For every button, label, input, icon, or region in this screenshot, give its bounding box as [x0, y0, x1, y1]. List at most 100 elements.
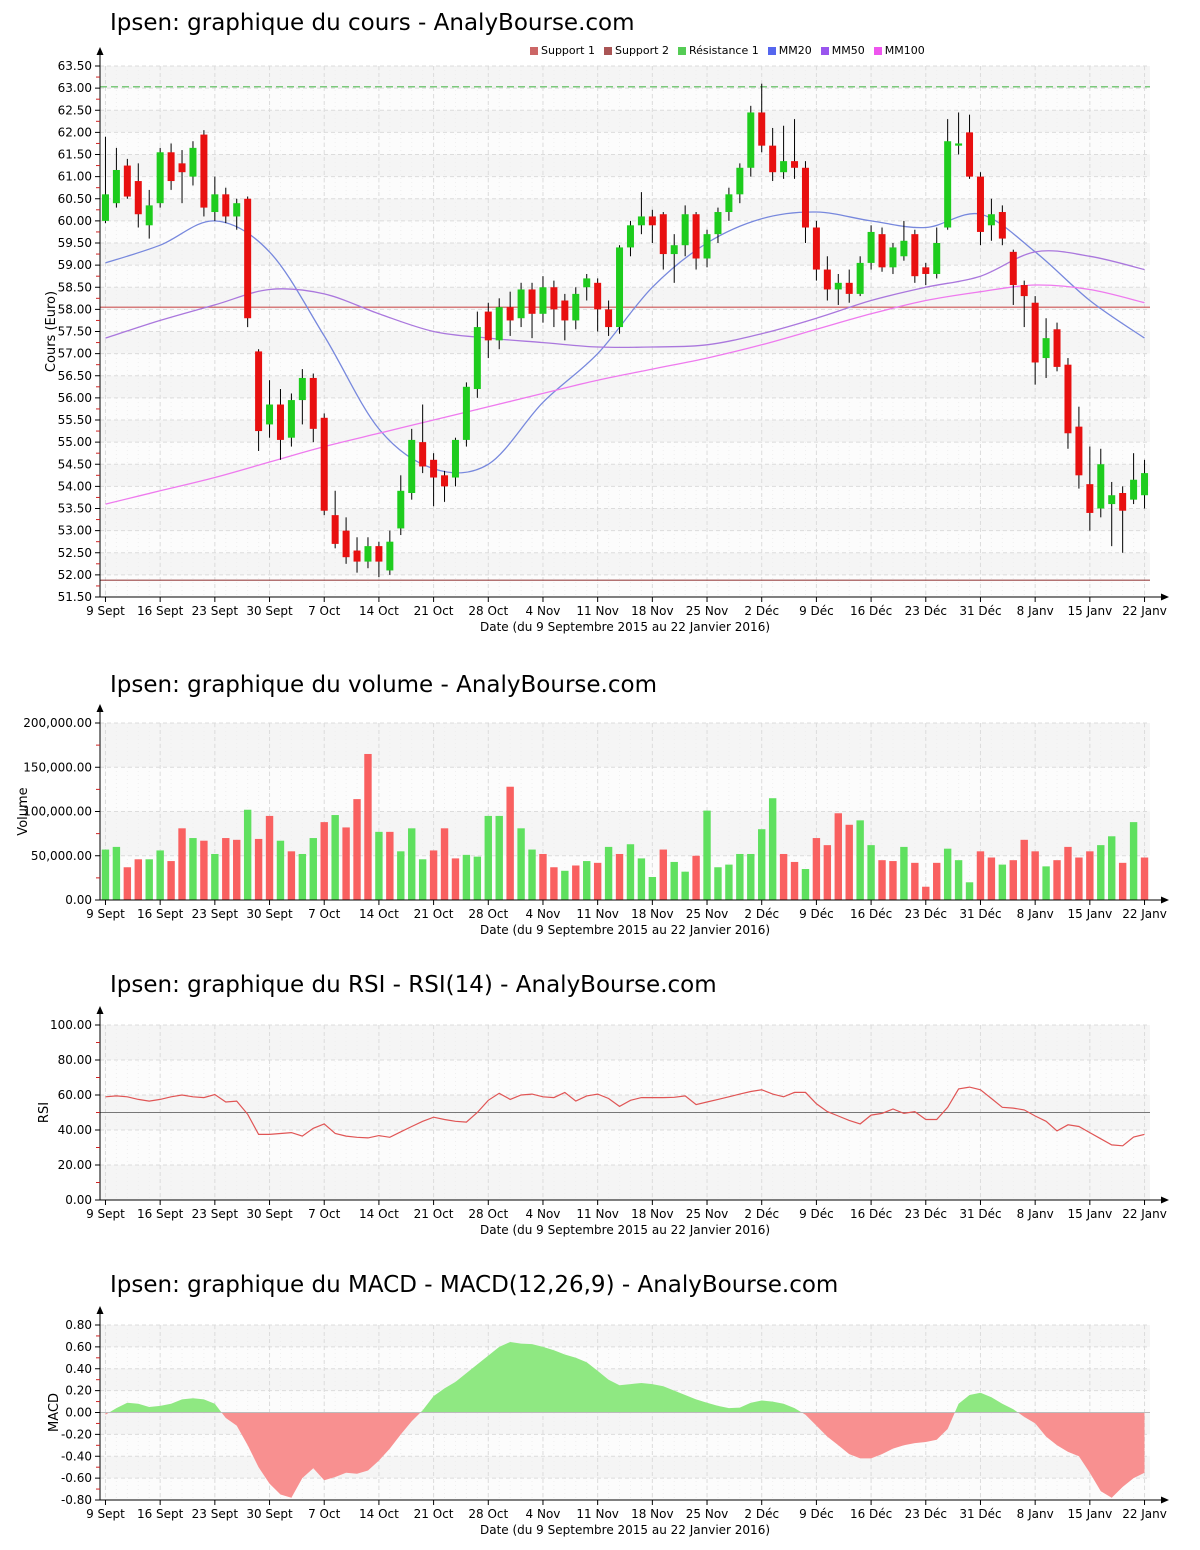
y-tick-label: 62.50 — [58, 103, 92, 117]
macd-positive-area — [105, 1342, 1145, 1413]
legend-label: Résistance 1 — [688, 44, 759, 57]
x-tick-label: 31 Déc — [959, 1507, 1001, 1521]
candle-body — [244, 198, 252, 319]
x-tick-label: 9 Déc — [799, 1507, 834, 1521]
volume-bar — [1097, 845, 1105, 900]
volume-bar — [933, 862, 941, 900]
candle-body — [725, 194, 733, 213]
volume-bar — [911, 862, 919, 900]
candle-body — [419, 442, 427, 467]
x-tick-label: 16 Sept — [137, 604, 184, 618]
candle-body — [605, 309, 613, 328]
legend-swatch-icon — [873, 46, 882, 55]
candle-body — [222, 194, 230, 217]
x-tick-label: 23 Déc — [905, 604, 947, 618]
candle-body — [812, 227, 820, 270]
volume-bar — [1140, 857, 1149, 900]
candle-body — [101, 194, 109, 221]
candle-body — [1020, 285, 1028, 297]
legend-label: Support 1 — [541, 44, 595, 57]
volume-bar — [954, 860, 963, 900]
candle-body — [714, 212, 722, 235]
volume-bar — [561, 870, 569, 900]
volume-bar — [484, 815, 492, 900]
x-axis-arrow-icon — [1161, 593, 1169, 601]
plot-band — [100, 1025, 1150, 1060]
candle-body — [944, 141, 952, 228]
candle-body — [167, 152, 175, 182]
y-tick-label: 55.50 — [58, 413, 92, 427]
y-tick-label: -0.40 — [61, 1449, 92, 1463]
x-tick-label: 21 Oct — [414, 907, 454, 921]
moving-average-mm100 — [105, 284, 1145, 505]
moving-average-mm50 — [105, 250, 1145, 349]
volume-bar — [517, 828, 525, 900]
volume-bar — [812, 838, 821, 900]
volume-bar — [801, 869, 810, 900]
plot-band — [100, 1060, 1150, 1095]
candle-body — [856, 262, 864, 294]
x-tick-label: 31 Déc — [959, 907, 1001, 921]
volume-bar — [747, 853, 755, 900]
legend-label: Support 2 — [614, 44, 669, 57]
volume-bar — [178, 828, 186, 900]
volume-bar — [1086, 851, 1094, 900]
plot-band — [100, 464, 1150, 487]
x-tick-label: 2 Déc — [744, 604, 779, 618]
volume-bar — [583, 861, 591, 900]
volume-bar — [1108, 836, 1116, 900]
volume-bar — [987, 857, 996, 900]
y-tick-label: 20.00 — [58, 1158, 92, 1172]
x-tick-label: 2 Déc — [744, 907, 779, 921]
macd-chart-title: Ipsen: graphique du MACD - MACD(12,26,9)… — [110, 1272, 839, 1298]
volume-bar — [298, 853, 307, 900]
x-tick-label: 16 Sept — [137, 907, 184, 921]
candle-body — [900, 240, 908, 257]
x-tick-label: 25 Nov — [686, 604, 729, 618]
volume-bar — [528, 849, 536, 900]
x-tick-label: 30 Sept — [246, 1207, 293, 1221]
candle-body — [441, 475, 449, 487]
x-tick-label: 11 Nov — [576, 1507, 619, 1521]
y-axis-arrow-icon — [96, 704, 104, 712]
y-tick-label: 51.50 — [58, 590, 92, 604]
rsi-chart-title: Ipsen: graphique du RSI - RSI(14) - Anal… — [110, 972, 717, 998]
candle-body — [659, 214, 667, 255]
x-tick-label: 9 Sept — [86, 1207, 125, 1221]
x-tick-label: 30 Sept — [246, 604, 293, 618]
candle-body — [703, 234, 711, 259]
candle-body — [911, 234, 919, 277]
x-tick-label: 18 Nov — [631, 1507, 674, 1521]
x-tick-label: 2 Déc — [744, 1207, 779, 1221]
x-tick-label: 16 Sept — [137, 1207, 184, 1221]
y-tick-label: 53.50 — [58, 502, 92, 516]
candle-body — [309, 377, 317, 429]
candle-body — [255, 351, 263, 432]
x-tick-label: 22 Janv — [1122, 1207, 1167, 1221]
y-tick-label: 52.00 — [58, 568, 92, 582]
volume-bar — [342, 827, 350, 900]
candle-body — [834, 282, 842, 290]
legend-item-support-1: Support 1 — [530, 44, 595, 57]
y-tick-label: 53.00 — [58, 524, 92, 538]
plot-band — [100, 1346, 1150, 1369]
candle-body — [1064, 364, 1072, 434]
volume-bar — [364, 753, 372, 900]
x-tick-label: 9 Sept — [86, 1507, 125, 1521]
volume-bar — [539, 853, 547, 900]
volume-bar — [112, 846, 121, 900]
candle-body — [1086, 484, 1094, 513]
y-tick-label: 150,000.00 — [23, 760, 92, 774]
plot-band — [100, 176, 1150, 199]
x-tick-label: 15 Janv — [1068, 907, 1113, 921]
volume-bar — [1129, 822, 1138, 900]
candle-body — [594, 282, 602, 310]
candle-body — [320, 417, 328, 511]
candle-body — [1097, 464, 1105, 509]
candle-body — [670, 245, 678, 255]
legend-swatch-icon — [530, 46, 538, 55]
plot-band — [100, 855, 1150, 900]
y-tick-label: 100,000.00 — [23, 805, 92, 819]
volume-bar — [265, 815, 274, 900]
x-tick-label: 8 Janv — [1017, 907, 1054, 921]
